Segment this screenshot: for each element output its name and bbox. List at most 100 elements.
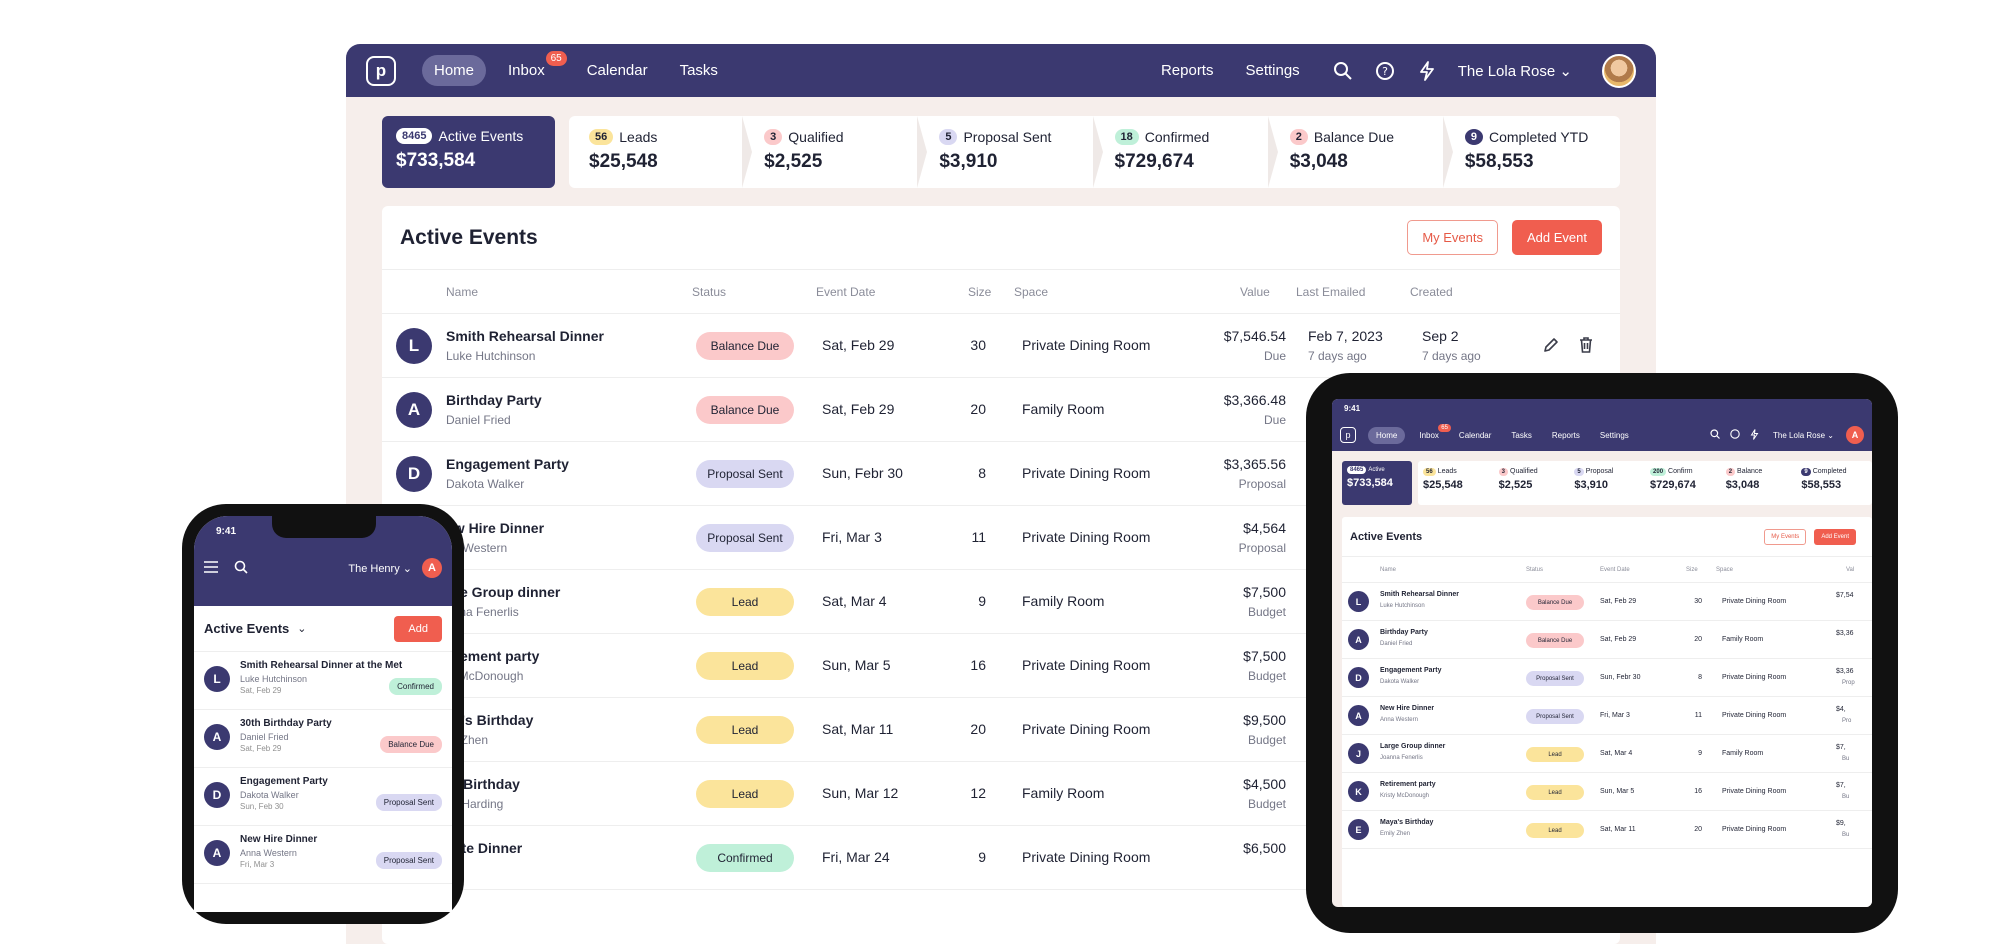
event-name[interactable]: vate Dinner <box>446 840 523 856</box>
phone-title[interactable]: Active Events <box>204 621 290 636</box>
lightning-icon[interactable] <box>1750 428 1759 442</box>
nav-home[interactable]: Home <box>1368 426 1406 444</box>
table-row[interactable]: D Engagement Party Dakota Walker Proposa… <box>1342 659 1872 697</box>
col-value[interactable]: Val <box>1846 567 1855 573</box>
event-name[interactable]: Smith Rehearsal Dinner <box>1380 591 1459 598</box>
col-space[interactable]: Space <box>1716 567 1734 573</box>
add-button[interactable]: Add <box>394 615 442 642</box>
avatar[interactable]: A <box>1846 426 1864 444</box>
event-name[interactable]: ya's Birthday <box>446 712 534 728</box>
stat-proposal-sent[interactable]: 5 Proposal Sent $3,910 <box>919 116 1103 188</box>
event-name[interactable]: Maya's Birthday <box>1380 819 1434 826</box>
stat-label: Active Events <box>438 128 524 144</box>
col-name[interactable]: Name <box>1380 567 1397 573</box>
nav-reports[interactable]: Reports <box>1160 62 1214 79</box>
search-icon[interactable] <box>1332 60 1354 82</box>
col-status[interactable]: Status <box>1526 567 1544 573</box>
nav-tasks[interactable]: Tasks <box>1511 430 1532 440</box>
app-logo[interactable]: p <box>1340 427 1356 443</box>
table-row[interactable]: A Birthday Party Daniel Fried Balance Du… <box>382 378 1620 442</box>
col-size[interactable]: Size <box>968 284 992 299</box>
event-name[interactable]: Large Group dinner <box>1380 743 1446 750</box>
list-item[interactable]: L Smith Rehearsal Dinner at the Met Luke… <box>194 652 452 710</box>
menu-icon[interactable] <box>204 560 218 576</box>
event-name[interactable]: tirement party <box>446 648 540 664</box>
table-row[interactable]: A Birthday Party Daniel Fried Balance Du… <box>1342 621 1872 659</box>
stat-active-events[interactable]: 8465 Active $733,584 <box>1342 461 1412 505</box>
event-name[interactable]: Engagement Party <box>446 456 569 472</box>
list-item[interactable]: A 30th Birthday Party Daniel Fried Sat, … <box>194 710 452 768</box>
event-name[interactable]: Smith Rehearsal Dinner <box>446 328 604 344</box>
venue-selector[interactable]: The Lola Rose ⌄ <box>1773 431 1834 440</box>
table-row[interactable]: D Engagement Party Dakota Walker Proposa… <box>382 442 1620 506</box>
col-name[interactable]: Name <box>446 284 479 299</box>
nav-home[interactable]: Home <box>422 55 487 86</box>
value-note: Pro <box>1842 718 1852 724</box>
event-name[interactable]: th Birthday <box>446 776 520 792</box>
col-event-date[interactable]: Event Date <box>816 284 876 299</box>
stat-balance-due[interactable]: 2 Balance Due $3,048 <box>1270 116 1454 188</box>
nav-reports[interactable]: Reports <box>1551 430 1580 440</box>
stat-completed-ytd[interactable]: 9 Completed YTD $58,553 <box>1445 116 1620 188</box>
nav-settings[interactable]: Settings <box>1599 430 1629 440</box>
event-name[interactable]: Retirement party <box>1380 781 1436 788</box>
event-date: Fri, Mar 3 <box>822 529 882 545</box>
col-last-emailed[interactable]: Last Emailed <box>1296 284 1366 299</box>
nav-tasks[interactable]: Tasks <box>679 62 718 79</box>
col-status[interactable]: Status <box>692 284 727 299</box>
table-row[interactable]: K Retirement party Kristy McDonough Lead… <box>1342 773 1872 811</box>
avatar[interactable]: A <box>422 558 442 578</box>
table-row[interactable]: L Smith Rehearsal Dinner Luke Hutchinson… <box>382 314 1620 378</box>
event-date: Fri, Mar 3 <box>1600 712 1630 719</box>
table-row[interactable]: A New Hire Dinner Anna Western Proposal … <box>1342 697 1872 735</box>
help-icon[interactable]: ? <box>1374 60 1396 82</box>
table-row[interactable]: E Maya's Birthday Emily Zhen Lead Sat, M… <box>1342 811 1872 849</box>
add-event-button[interactable]: Add Event <box>1512 220 1602 255</box>
event-name[interactable]: Birthday Party <box>446 392 542 408</box>
nav-calendar[interactable]: Calendar <box>586 62 648 79</box>
event-name[interactable]: Birthday Party <box>1380 629 1428 636</box>
stat-qualified[interactable]: 3 Qualified $2,525 <box>744 116 928 188</box>
table-row[interactable]: L Smith Rehearsal Dinner Luke Hutchinson… <box>1342 583 1872 621</box>
stat-balance[interactable]: 2 Balance $3,048 <box>1721 461 1797 505</box>
event-space: Private Dining Room <box>1722 598 1787 605</box>
nav-inbox[interactable]: Inbox 65 <box>1419 423 1451 440</box>
stat-leads[interactable]: 56 Leads $25,548 <box>569 116 753 188</box>
stat-active-events[interactable]: 8465 Active Events $733,584 <box>382 116 555 188</box>
list-item[interactable]: A New Hire Dinner Anna Western Fri, Mar … <box>194 826 452 884</box>
event-name[interactable]: rge Group dinner <box>446 584 561 600</box>
nav-settings[interactable]: Settings <box>1245 62 1300 79</box>
list-item[interactable]: D Engagement Party Dakota Walker Sun, Fe… <box>194 768 452 826</box>
table-row[interactable]: J Large Group dinner Joanna Fenerlis Lea… <box>1342 735 1872 773</box>
stat-completed[interactable]: 9 Completed $58,553 <box>1796 461 1872 505</box>
col-value[interactable]: Value <box>1240 284 1270 299</box>
chevron-down-icon[interactable]: ⌄ <box>297 623 307 635</box>
stat-qualified[interactable]: 3 Qualified $2,525 <box>1494 461 1570 505</box>
col-event-date[interactable]: Event Date <box>1600 567 1630 573</box>
stat-confirmed[interactable]: 200 Confirm $729,674 <box>1645 461 1721 505</box>
trash-icon[interactable] <box>1578 336 1594 357</box>
search-icon[interactable] <box>1710 429 1720 441</box>
user-avatar[interactable] <box>1602 53 1636 88</box>
stat-proposal[interactable]: 5 Proposal $3,910 <box>1569 461 1645 505</box>
event-name[interactable]: New Hire Dinner <box>1380 705 1435 712</box>
venue-selector[interactable]: The Henry ⌄ <box>348 562 412 575</box>
stat-confirmed[interactable]: 18 Confirmed $729,674 <box>1095 116 1278 188</box>
lightning-icon[interactable] <box>1416 60 1438 82</box>
search-icon[interactable] <box>234 560 248 577</box>
event-name[interactable]: Engagement Party <box>1380 667 1442 674</box>
col-size[interactable]: Size <box>1686 567 1698 573</box>
edit-icon[interactable] <box>1542 336 1560 357</box>
help-icon[interactable] <box>1730 429 1740 441</box>
my-events-button[interactable]: My Events <box>1407 220 1498 255</box>
my-events-button[interactable]: My Events <box>1764 528 1807 545</box>
app-logo[interactable]: p <box>366 55 396 86</box>
venue-selector[interactable]: The Lola Rose ⌄ <box>1458 62 1572 80</box>
add-event-button[interactable]: Add Event <box>1814 528 1856 545</box>
nav-inbox[interactable]: Inbox 65 <box>508 51 567 86</box>
col-created[interactable]: Created <box>1410 284 1453 299</box>
stat-leads[interactable]: 56 Leads $25,548 <box>1418 461 1494 505</box>
event-name[interactable]: ew Hire Dinner <box>446 520 545 536</box>
nav-calendar[interactable]: Calendar <box>1458 430 1492 440</box>
col-space[interactable]: Space <box>1014 284 1049 299</box>
